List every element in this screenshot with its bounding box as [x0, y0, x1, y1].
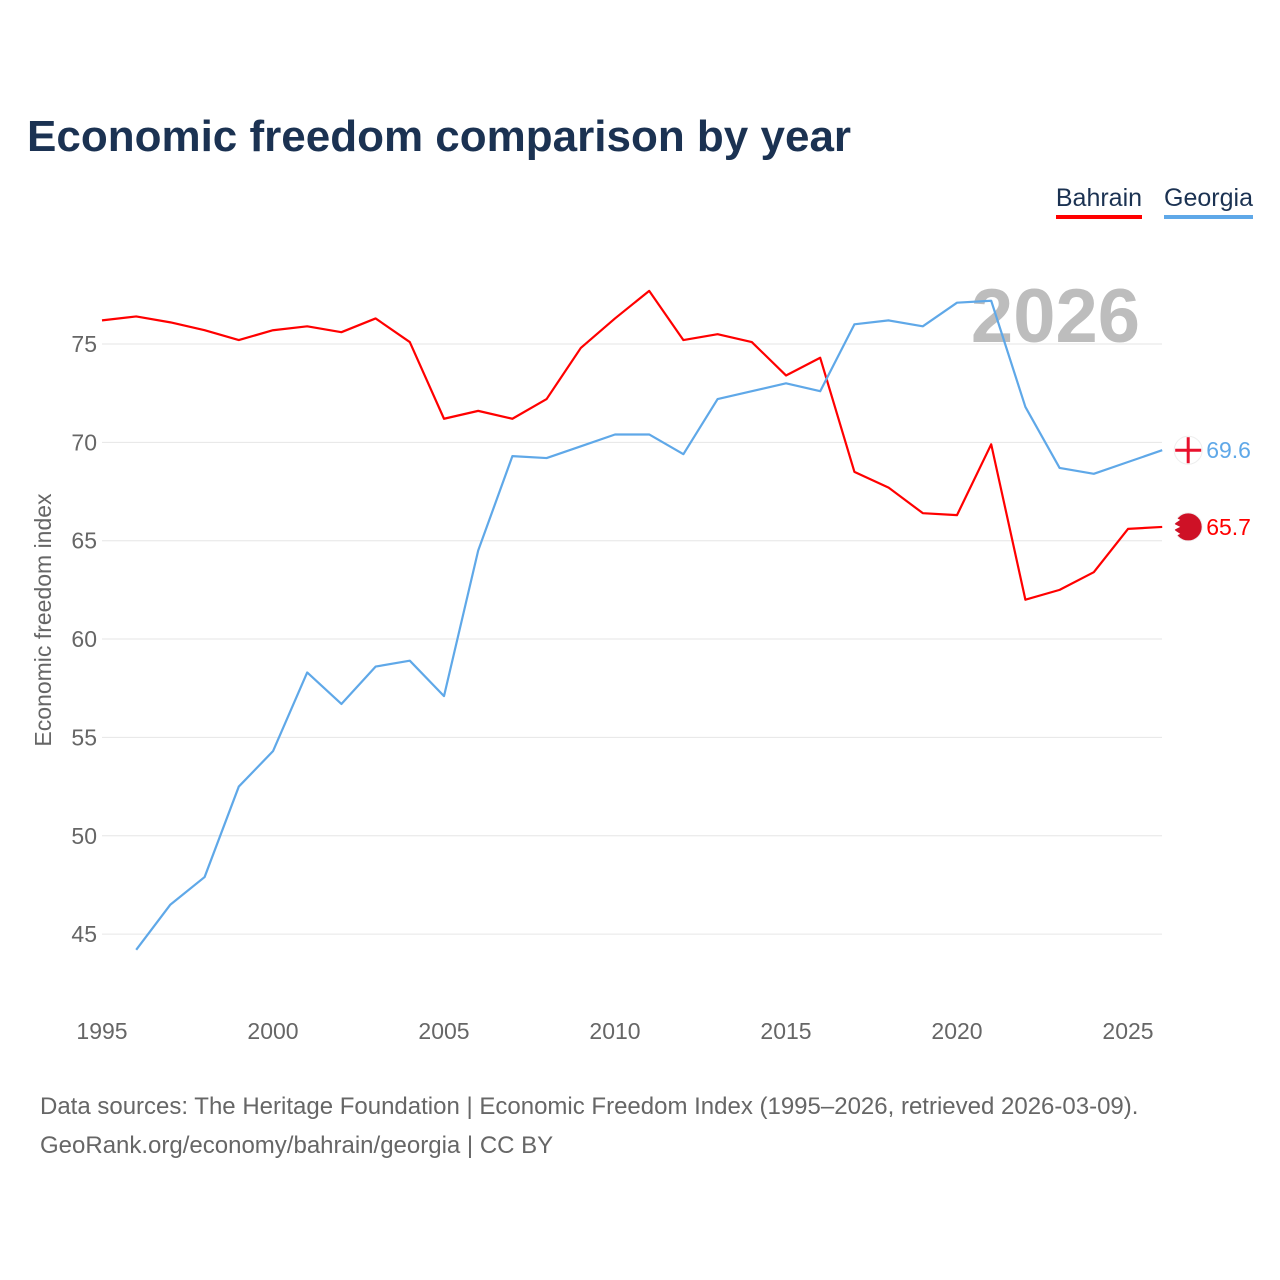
flag-bahrain-icon	[1173, 512, 1203, 542]
y-tick-label: 50	[71, 823, 97, 849]
series-line-georgia	[135, 299, 1163, 951]
legend-item-georgia[interactable]: Georgia	[1164, 184, 1253, 219]
end-value-label: 69.6	[1206, 437, 1251, 463]
legend: Bahrain Georgia	[1055, 184, 1253, 219]
y-tick-label: 75	[71, 331, 97, 357]
y-tick-label: 60	[71, 626, 97, 652]
y-tick-label: 55	[71, 724, 97, 750]
footer-link[interactable]: GeoRank.org/economy/bahrain/georgia | CC…	[40, 1132, 554, 1159]
x-tick-label: 2000	[247, 1018, 298, 1044]
footer: Data sources: The Heritage Foundation | …	[40, 1087, 1138, 1165]
legend-item-bahrain[interactable]: Bahrain	[1055, 184, 1143, 219]
x-tick-label: 2015	[760, 1018, 811, 1044]
footer-sources: Data sources: The Heritage Foundation | …	[40, 1093, 1139, 1120]
y-tick-label: 70	[71, 429, 97, 455]
x-tick-label: 2010	[589, 1018, 640, 1044]
y-tick-label: 45	[71, 921, 97, 947]
series-line-bahrain	[101, 289, 1163, 601]
x-tick-label: 2005	[418, 1018, 469, 1044]
chart-title: Economic freedom comparison by year	[27, 112, 852, 161]
x-tick-label: 2020	[931, 1018, 982, 1044]
flag-serration	[1174, 516, 1181, 537]
y-axis-label: Economic freedom index	[30, 493, 56, 747]
flag-georgia-icon	[1173, 435, 1203, 465]
year-watermark: 2026	[971, 274, 1140, 359]
y-tick-label: 65	[71, 528, 97, 554]
x-tick-label: 1995	[76, 1018, 127, 1044]
x-tick-label: 2025	[1102, 1018, 1153, 1044]
end-value-label: 65.7	[1206, 514, 1251, 540]
